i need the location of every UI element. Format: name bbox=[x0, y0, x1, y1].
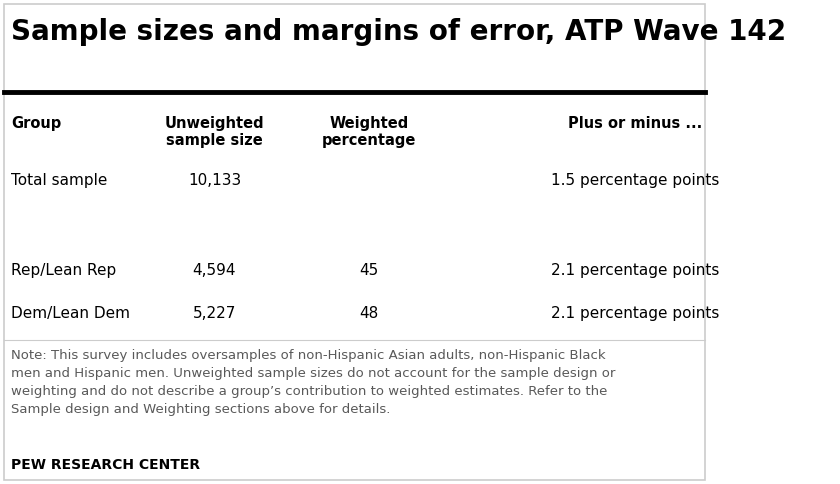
Text: PEW RESEARCH CENTER: PEW RESEARCH CENTER bbox=[11, 458, 200, 472]
Text: 2.1 percentage points: 2.1 percentage points bbox=[551, 263, 719, 278]
Text: Group: Group bbox=[11, 116, 61, 131]
Text: 5,227: 5,227 bbox=[193, 306, 236, 321]
Text: 1.5 percentage points: 1.5 percentage points bbox=[551, 173, 719, 188]
Text: Rep/Lean Rep: Rep/Lean Rep bbox=[11, 263, 117, 278]
Text: Note: This survey includes oversamples of non-Hispanic Asian adults, non-Hispani: Note: This survey includes oversamples o… bbox=[11, 349, 616, 416]
Text: Weighted
percentage: Weighted percentage bbox=[322, 116, 416, 149]
Text: 2.1 percentage points: 2.1 percentage points bbox=[551, 306, 719, 321]
Text: 10,133: 10,133 bbox=[188, 173, 241, 188]
Text: 4,594: 4,594 bbox=[192, 263, 236, 278]
Text: Unweighted
sample size: Unweighted sample size bbox=[165, 116, 265, 149]
Text: Dem/Lean Dem: Dem/Lean Dem bbox=[11, 306, 130, 321]
Text: 45: 45 bbox=[359, 263, 378, 278]
Text: Total sample: Total sample bbox=[11, 173, 108, 188]
Text: Plus or minus ...: Plus or minus ... bbox=[568, 116, 702, 131]
Text: Sample sizes and margins of error, ATP Wave 142: Sample sizes and margins of error, ATP W… bbox=[11, 18, 786, 46]
Text: 48: 48 bbox=[359, 306, 378, 321]
